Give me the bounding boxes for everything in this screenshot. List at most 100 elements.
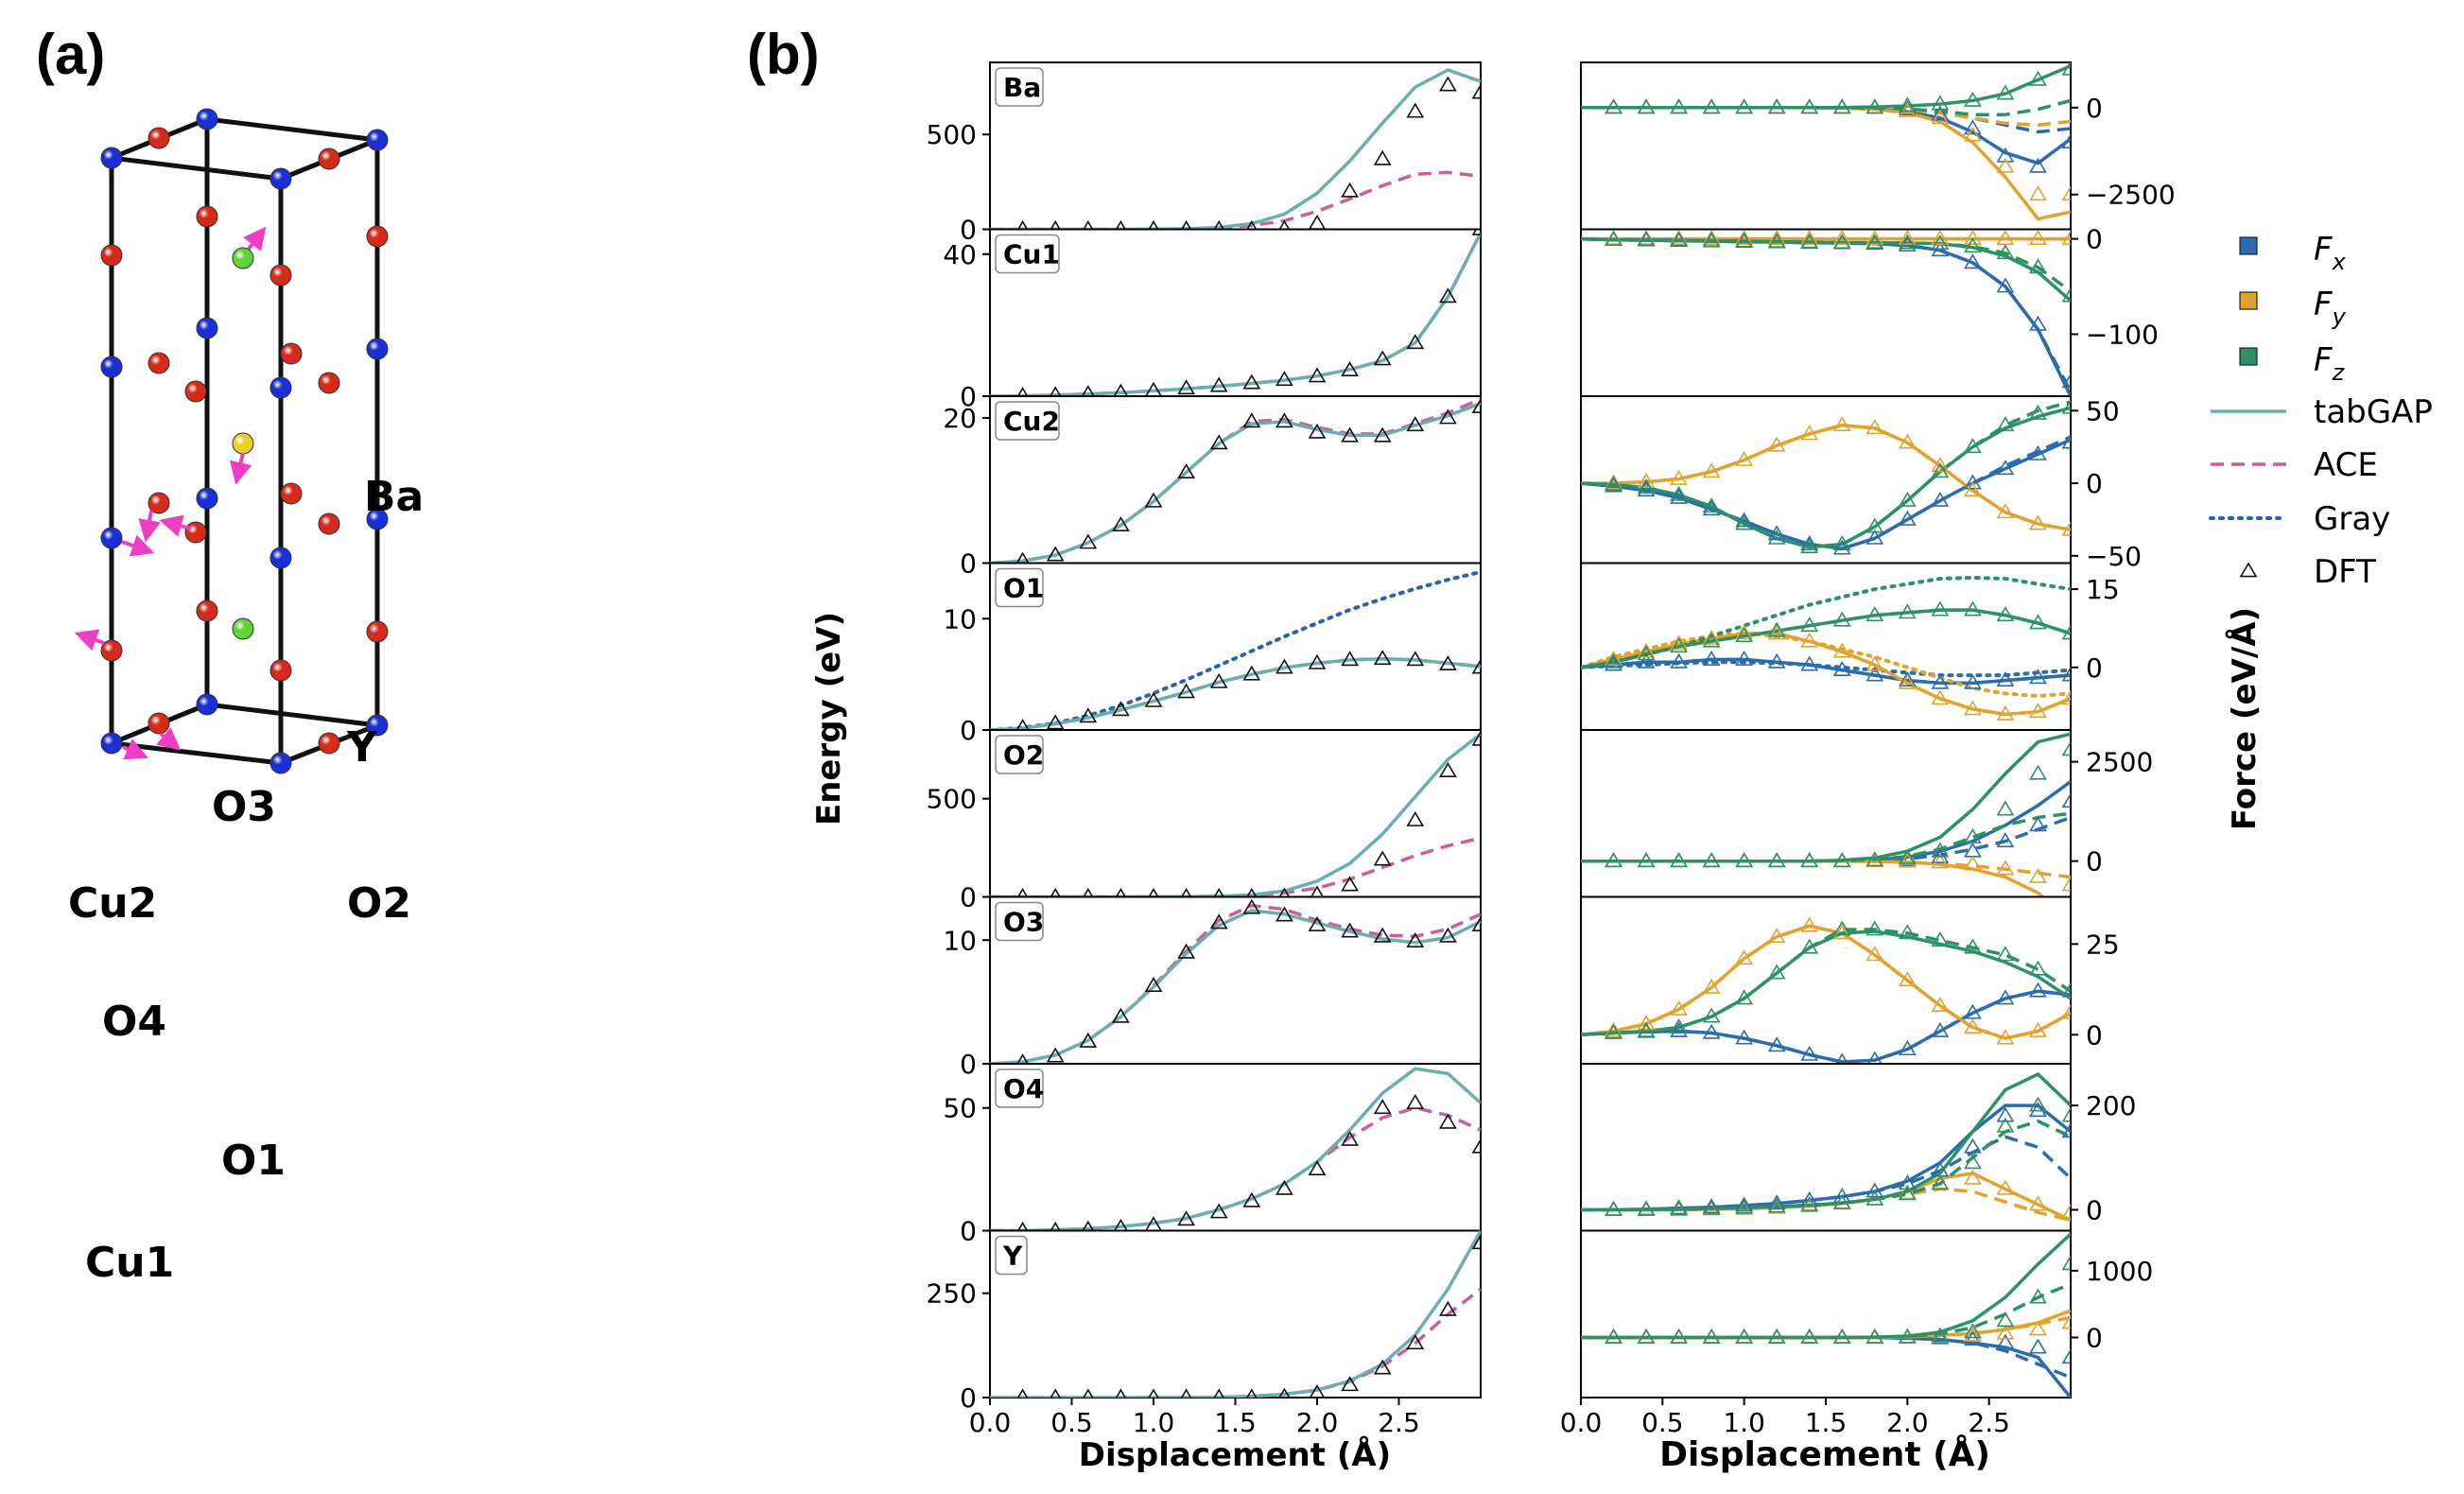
dft-fz-point [1898,96,1917,113]
force-axis-title: Force (eV/Å) [2225,607,2264,830]
dft-fy-point [1767,436,1786,452]
axes-frame [989,895,1482,1065]
dft-fy-point [1865,946,1884,962]
dft-point [1246,1388,1258,1398]
dft-fz-point [1767,1197,1786,1213]
dft-fz-point [1800,938,1819,954]
dft-fy-point [1670,634,1688,651]
dft-fz-point [1898,234,1917,250]
dft-fz-point [1735,1198,1754,1214]
dft-fz-point [2061,740,2071,756]
x-tick-label: 1.0 [1723,1407,1765,1438]
tabgap-fz-line [1581,732,2071,863]
dft-fz-point [1605,652,1622,669]
dft-point [1406,1334,1425,1350]
dft-point [1471,730,1481,746]
x-tick-label: 2.0 [1296,1407,1339,1438]
dft-fx-point [1898,1174,1917,1190]
dft-point [1308,653,1327,669]
atom-cu [366,338,389,360]
dft-fy-point [1670,999,1688,1016]
dft-fx-point [1996,832,2015,848]
dft-point [1341,651,1359,667]
axes-frame [989,1229,1482,1398]
axes-frame [989,61,1482,231]
x-tick-label: 1.0 [1133,1407,1175,1438]
dft-fx-point [1964,474,1982,490]
dft-point [1177,1210,1195,1226]
tabgap-line [990,232,1481,396]
dft-fy-point [1996,1029,2015,1045]
force-subplot-cu1: 0 −100 [1580,224,2159,397]
dft-fy-point [2029,230,2047,245]
cell-edge [111,155,282,182]
dft-fy-point [2061,520,2071,536]
dft-fx-point [2029,1338,2047,1354]
dft-fy-point [1964,126,1982,142]
force-x-axis-title: Displacement (Å) [1659,1434,1990,1474]
dft-fy-point [1931,230,1950,245]
dft-point [1180,887,1192,897]
force-panel: 0−25000−100500−50150250002502000100000.0… [1560,61,2176,1438]
dft-fy-point [1800,230,1819,245]
dft-fy-point [1605,650,1622,666]
dft-fy-point [1735,624,1754,640]
axes-frame [1580,895,2072,1065]
dft-fz-point [1898,603,1917,619]
legend-item-ace: ACE [2211,446,2378,484]
dft-fx-point [1931,105,1950,121]
dft-point [1177,379,1195,395]
y-tick-label: 0 [960,215,977,246]
dft-fz-point [1964,938,1982,954]
dft-fx-point [2029,816,2047,832]
force-subplot-y: 1000 0 [1580,1229,2153,1398]
tabgap-fx-line [1581,236,2071,396]
dft-fz-point [1767,98,1786,114]
dft-fz-point [1832,234,1851,250]
dft-fz-point [1670,98,1688,114]
dft-point [1079,707,1098,723]
dft-fx-point [1931,491,1950,507]
dft-point [1046,1047,1065,1063]
y-tick-label: −100 [2086,319,2159,350]
dft-fx-point [1702,500,1721,516]
dft-fz-point [1702,98,1721,114]
energy-subplot-o3: 0 10 O3 [943,895,1482,1080]
svg-text:O4: O4 [1003,1073,1044,1104]
y-tick-label: 0 [2086,468,2103,499]
dft-fz-point [1767,621,1786,637]
y-tick-label: 25 [2086,929,2120,960]
dft-point [1213,219,1224,230]
dft-fy-point [1898,230,1917,245]
dft-fx-point [2061,373,2071,389]
legend-item-dft: DFT [2239,553,2376,591]
dft-point [1278,1387,1291,1398]
dft-fy-point [1702,978,1721,994]
dft-fy-point [1800,916,1819,932]
dft-fz-point [1637,478,1656,495]
dft-fz-point [1865,98,1884,114]
y-tick-label: 20 [943,403,977,434]
dft-fy-point [1996,503,2015,519]
dft-point [1406,416,1425,432]
dft-point [1373,927,1392,943]
dft-fz-point [1832,1328,1851,1344]
dft-point [1471,1138,1481,1154]
dft-fz-point [1670,637,1688,653]
dft-fz-point [1865,920,1884,936]
dft-point [1246,887,1258,897]
dft-fz-point [1865,234,1884,250]
axes-frame [989,729,1482,898]
atom-ba [232,247,254,269]
ace-line [990,903,1481,1064]
atom-cu [100,147,123,169]
dft-fy-point [1996,1179,2015,1195]
svg-text:ACE: ACE [2314,446,2378,484]
dft-point [1016,387,1029,396]
dft-fx-point [1898,1040,1917,1056]
dft-point [1341,182,1359,198]
dft-point [1341,922,1359,938]
dft-fy-point [1605,1021,1622,1037]
dft-point [1341,1376,1359,1392]
y-tick-label: −50 [2086,541,2142,572]
